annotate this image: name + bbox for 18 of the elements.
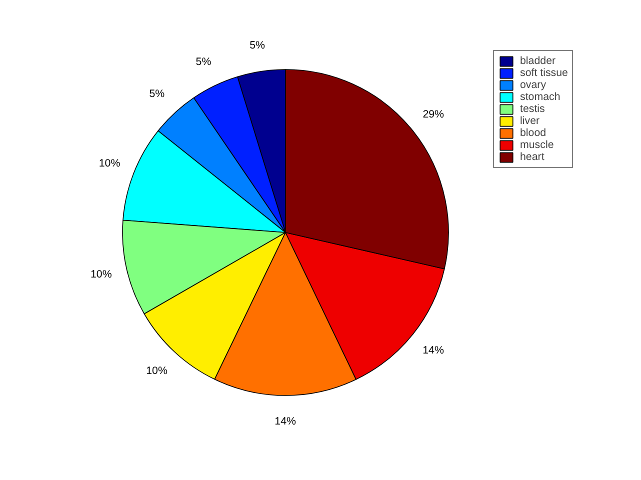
data-label: 14% bbox=[422, 344, 444, 356]
data-label: 14% bbox=[274, 416, 297, 428]
data-label: 10% bbox=[90, 268, 112, 280]
data-label: 29% bbox=[422, 108, 445, 121]
legend-label: heart bbox=[520, 151, 544, 163]
legend-label: blood bbox=[520, 127, 546, 139]
legend-label: muscle bbox=[520, 139, 554, 151]
data-label: 5% bbox=[250, 40, 266, 52]
legend-label: bladder bbox=[520, 55, 556, 67]
legend-label: testis bbox=[520, 103, 545, 115]
legend-label: ovary bbox=[520, 79, 546, 91]
legend-label: liver bbox=[520, 115, 540, 127]
data-label: 10% bbox=[146, 364, 168, 377]
data-label: 5% bbox=[149, 88, 166, 100]
data-label: 10% bbox=[98, 157, 121, 170]
data-label: 5% bbox=[196, 56, 212, 68]
legend-label: stomach bbox=[520, 91, 560, 103]
legend-label: soft tissue bbox=[520, 67, 568, 79]
